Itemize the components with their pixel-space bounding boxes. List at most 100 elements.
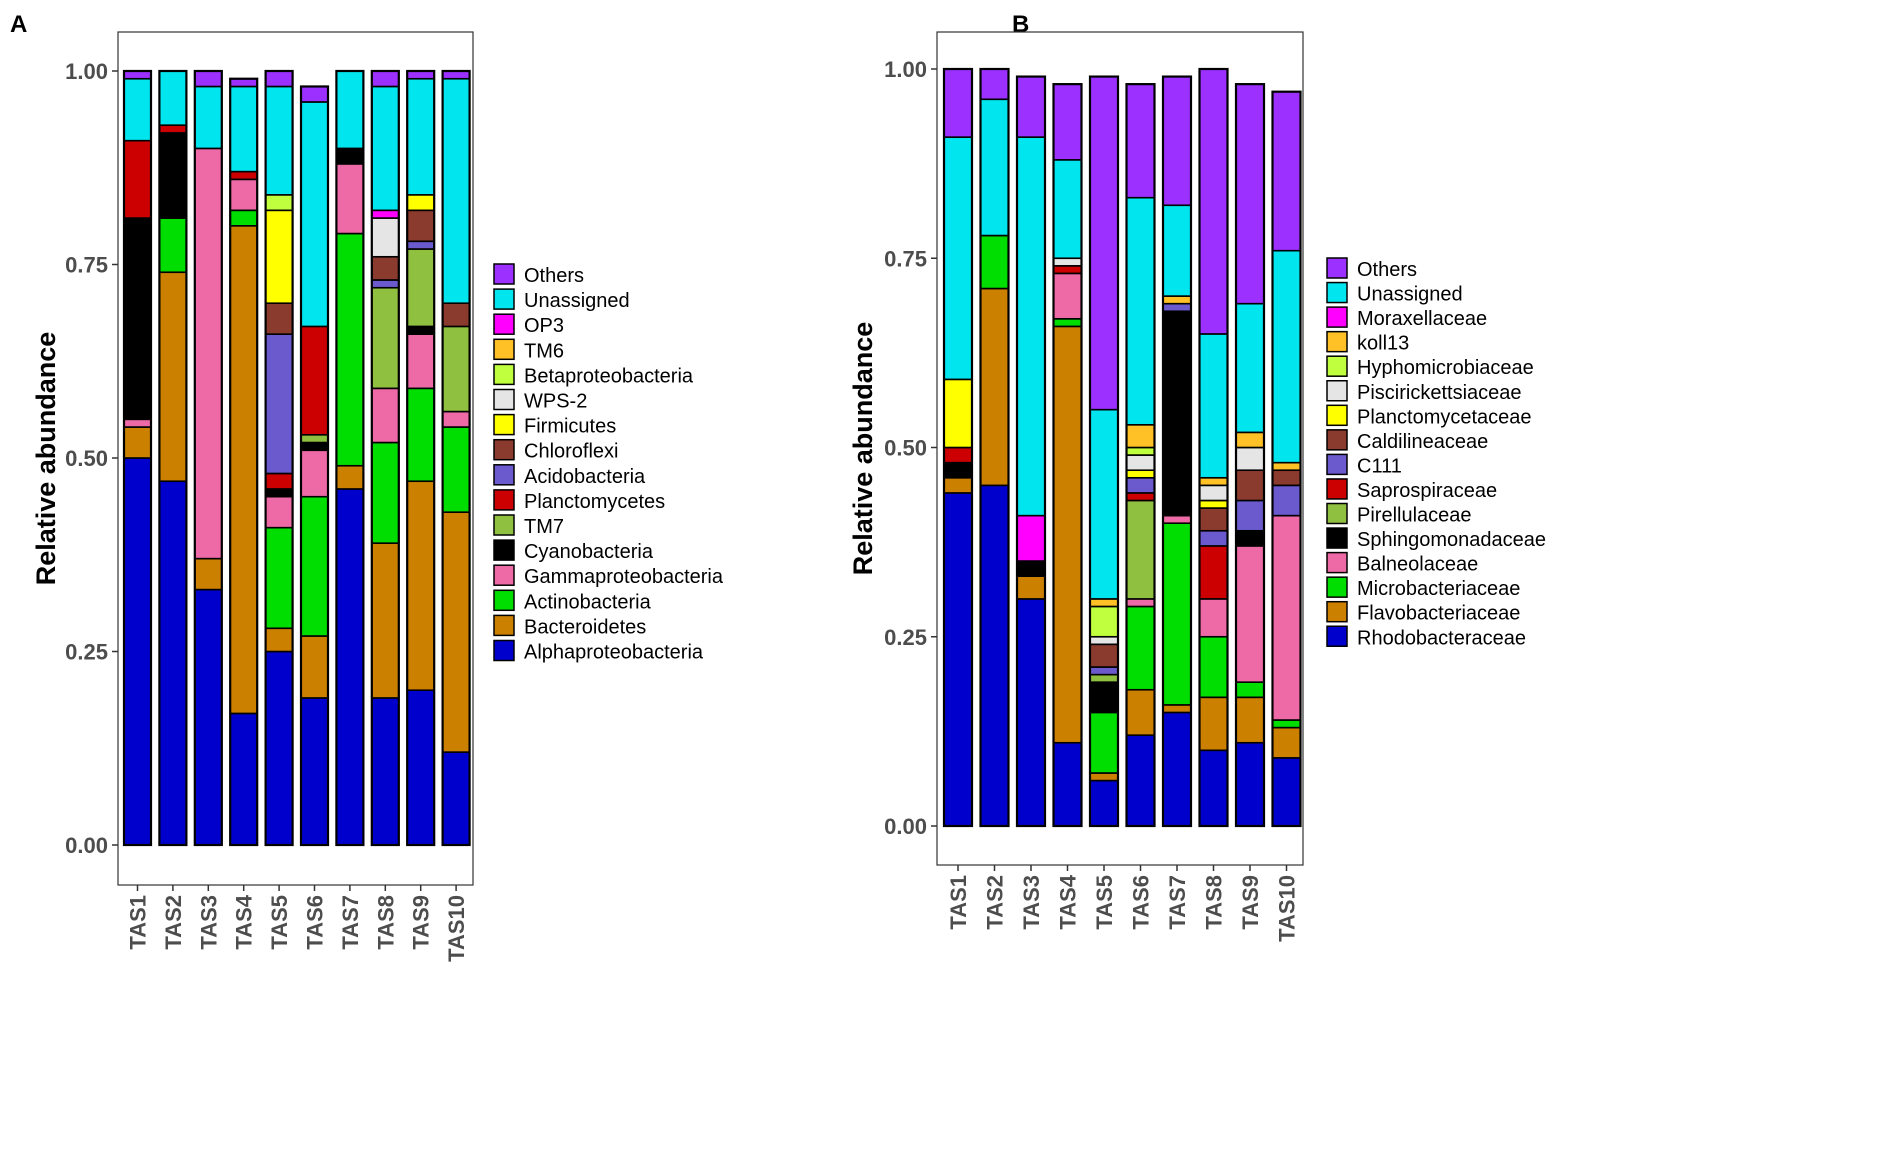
bar-segment — [300, 325, 329, 436]
bar-segment — [406, 194, 436, 212]
bar-segment — [194, 557, 223, 591]
legend-swatch — [493, 489, 515, 511]
x-tick-label: TAS6 — [303, 895, 328, 950]
bar-outline — [441, 69, 471, 847]
bar-segment — [943, 378, 973, 449]
bar-segment — [1198, 68, 1229, 335]
bar-segment — [943, 68, 973, 138]
bar-segment — [335, 70, 365, 150]
bar-segment — [1162, 514, 1192, 525]
bar-segment — [1198, 545, 1229, 600]
bar-segment — [229, 77, 258, 88]
legend-swatch — [493, 514, 515, 536]
legend-label: Caldilineaceae — [1357, 431, 1488, 453]
bar-segment — [441, 77, 471, 305]
legend-swatch — [493, 388, 515, 411]
bar-segment — [370, 286, 400, 390]
bar-segment — [194, 588, 223, 846]
legend-swatch — [1326, 281, 1348, 304]
x-tick-label: TAS8 — [373, 895, 398, 950]
legend-swatch — [493, 313, 515, 335]
bar-outline — [1198, 67, 1229, 828]
legend-label: Bacteroidetes — [524, 616, 646, 638]
legend-label: Chloroflexi — [524, 441, 618, 463]
bar-segment — [123, 217, 152, 421]
legend: Others Unassigned OP3 TM6 Betaproteobacteria… — [493, 263, 724, 664]
legend-swatch — [493, 539, 515, 561]
bar-segment — [1089, 681, 1119, 714]
bar-segment — [406, 209, 436, 243]
bar-segment — [194, 70, 223, 88]
panel-b-chart: 0.00 0.25 0.50 0.75 1.00 Relative abundance TA… — [848, 31, 1546, 942]
x-tick-label: TAS7 — [1165, 875, 1190, 930]
legend-swatch — [1326, 355, 1348, 377]
bar-segment — [406, 70, 436, 80]
legend-swatch — [493, 614, 515, 637]
bar-segment — [1271, 469, 1302, 487]
bar-segment — [1125, 83, 1156, 199]
y-tick-label: 0.00 — [884, 814, 927, 839]
bar-segment — [1125, 423, 1156, 449]
bar-segment — [943, 461, 973, 479]
bar-segment — [1125, 598, 1156, 608]
bar-segment — [300, 101, 329, 328]
legend-label: Balneolaceae — [1357, 554, 1478, 576]
bar-segment — [1235, 302, 1265, 434]
legend-swatch — [1326, 625, 1348, 647]
bar-segment — [370, 70, 400, 88]
bar-segment — [1089, 643, 1119, 668]
bar-segment — [406, 325, 436, 335]
legend-label: Firmicutes — [524, 416, 616, 438]
legend-label: Acidobacteria — [524, 466, 646, 488]
legend-swatch — [493, 338, 515, 361]
bar-segment — [441, 325, 471, 413]
legend-swatch — [1326, 453, 1348, 476]
legend-swatch — [1326, 257, 1348, 279]
bar-segment — [1052, 257, 1083, 267]
bar-segment — [370, 441, 400, 544]
bar-outline — [942, 67, 974, 828]
bar-segment — [406, 387, 436, 483]
bar-outline — [335, 69, 365, 847]
bar-segment — [1162, 75, 1192, 207]
bar-outline — [193, 69, 223, 847]
y-tick-label: 0.25 — [884, 625, 927, 650]
bar-segment — [123, 77, 152, 142]
bar-segment — [158, 132, 188, 219]
bar-segment — [1016, 136, 1046, 517]
bar-segment — [1125, 499, 1156, 600]
legend-label: C111 — [1357, 455, 1402, 477]
y-tick-label: 0.75 — [65, 253, 108, 278]
bar-segment — [123, 457, 152, 846]
panel-label-b: B — [1012, 11, 1029, 38]
bar-segment — [1089, 772, 1119, 782]
bar-segment — [1235, 499, 1265, 532]
bar-segment — [158, 70, 188, 126]
legend-label: Moraxellaceae — [1357, 308, 1487, 330]
bar-segment — [123, 139, 152, 219]
bar-segment — [1089, 666, 1119, 676]
legend-swatch — [1326, 478, 1348, 500]
x-tick-label: TAS2 — [161, 895, 186, 950]
legend-label: WPS-2 — [524, 391, 587, 413]
bar-segment — [441, 302, 471, 328]
bar-segment — [300, 433, 329, 444]
y-tick-label: 0.50 — [65, 446, 108, 471]
y-tick-label: 0.25 — [65, 640, 108, 665]
bar-outline — [979, 67, 1010, 828]
bar-segment — [300, 441, 329, 452]
bar-segment — [264, 333, 294, 475]
bar-segment — [406, 689, 436, 846]
bar-segment — [370, 255, 400, 281]
y-tick-label: 0.75 — [884, 246, 927, 271]
bar-segment — [1271, 514, 1302, 721]
bar-segment — [1089, 635, 1119, 646]
bar-segment — [1162, 302, 1192, 313]
legend-swatch — [493, 413, 515, 436]
legend-swatch — [1326, 600, 1348, 623]
legend-label: koll13 — [1357, 333, 1409, 355]
bar-segment — [441, 751, 471, 846]
bar-segment — [1052, 265, 1083, 275]
bar-segment — [1271, 90, 1302, 252]
